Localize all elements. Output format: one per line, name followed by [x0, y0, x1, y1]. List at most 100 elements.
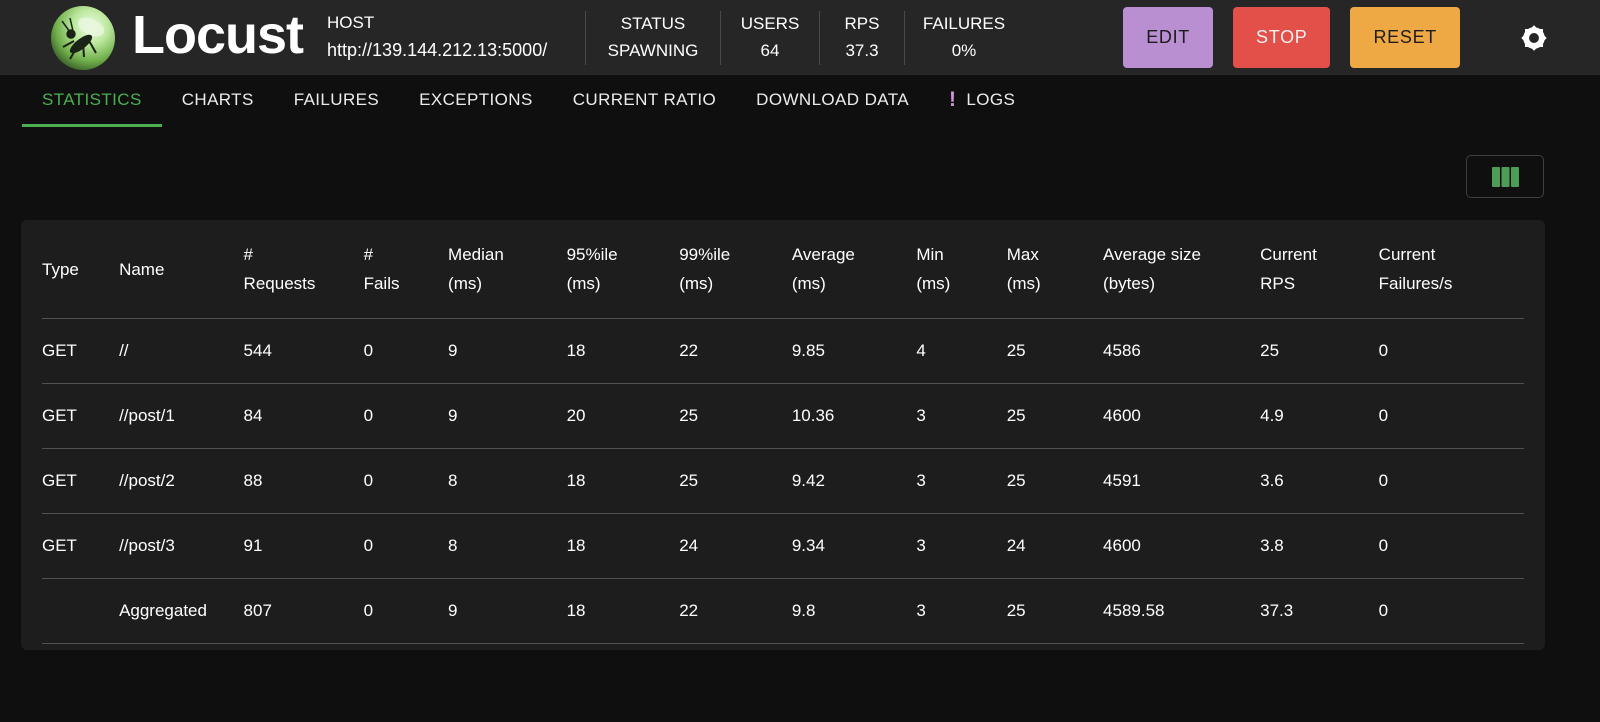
columns-icon	[1491, 166, 1519, 187]
tab-download-data[interactable]: DOWNLOAD DATA	[756, 89, 909, 109]
table-cell: GET	[42, 406, 77, 425]
status-label: STATUS	[620, 13, 686, 33]
table-cell: 4589.58	[1103, 601, 1165, 620]
table-cell: 4586	[1103, 341, 1141, 360]
table-cell: 0	[1378, 341, 1389, 360]
table-cell	[42, 579, 119, 644]
reset-button[interactable]: RESET	[1350, 7, 1460, 68]
column-header-p99[interactable]: 99%ile (ms)	[679, 245, 731, 293]
status-value: SPAWNING	[607, 41, 699, 60]
table-cell: 0	[1378, 471, 1389, 490]
column-header-p95[interactable]: 95%ile (ms)	[566, 245, 618, 293]
table-cell: 9.85	[791, 341, 825, 360]
table-cell: 25	[1006, 601, 1026, 620]
stop-button[interactable]: STOP	[1233, 7, 1331, 68]
table-cell: 8	[448, 471, 458, 490]
table-cell: 25	[679, 406, 699, 425]
tab-bar: STATISTICS CHARTS FAILURES EXCEPTIONS CU…	[0, 75, 1600, 127]
column-header-min[interactable]: Min (ms)	[916, 245, 951, 293]
status-stat: STATUS SPAWNING	[592, 14, 714, 62]
tab-charts[interactable]: CHARTS	[181, 89, 254, 109]
rps-value: 37.3	[845, 41, 879, 60]
failures-stat: FAILURES 0%	[911, 14, 1017, 62]
table-cell: Aggregated	[119, 601, 207, 620]
header-divider	[904, 10, 906, 65]
locust-logo-icon	[51, 5, 115, 70]
table-cell: //	[119, 341, 129, 360]
header-divider	[585, 10, 587, 65]
table-cell: 9.42	[791, 471, 825, 490]
table-cell: GET	[42, 471, 77, 490]
failures-value: 0%	[951, 41, 977, 60]
table-row: Aggregated 807 0 9 18 22 9.8 3 25 4589.58 37.3 0	[42, 579, 1524, 644]
column-header-fails[interactable]: # Fails	[363, 245, 400, 293]
column-header-requests[interactable]: # Requests	[243, 245, 316, 293]
settings-gear-icon[interactable]	[1516, 20, 1552, 56]
table-cell: 22	[679, 341, 699, 360]
rps-label: RPS	[844, 13, 880, 33]
edit-button[interactable]: EDIT	[1123, 7, 1213, 68]
table-cell: 0	[363, 471, 374, 490]
table-cell: 9.34	[791, 536, 825, 555]
column-header-median[interactable]: Median (ms)	[448, 245, 504, 293]
table-cell: 9	[448, 341, 458, 360]
rps-stat: RPS 37.3	[826, 14, 898, 62]
table-cell: 4591	[1103, 471, 1141, 490]
table-cell: 8	[448, 536, 458, 555]
failures-label: FAILURES	[922, 13, 1006, 33]
column-header-average-size[interactable]: Average size (bytes)	[1103, 245, 1202, 293]
header-divider	[720, 10, 722, 65]
locust-logo	[50, 5, 116, 71]
column-selector-button[interactable]	[1466, 155, 1544, 198]
users-value: 64	[760, 41, 780, 60]
table-cell: 24	[679, 536, 699, 555]
column-header-type[interactable]: Type	[42, 259, 79, 279]
column-header-current-failures[interactable]: Current Failures/s	[1378, 245, 1453, 293]
table-row: GET //post/1 84 0 9 20 25 10.36 3 25 4600 4.9 0	[42, 384, 1524, 449]
statistics-table-card: Type Name # Requests # Fails Median (ms) 95%ile(…	[21, 220, 1545, 650]
table-cell: 0	[363, 406, 374, 425]
table-cell: 0	[363, 536, 374, 555]
column-header-average[interactable]: Average (ms)	[791, 245, 855, 293]
users-stat: USERS 64	[727, 14, 813, 62]
column-header-current-rps[interactable]: Current RPS	[1260, 245, 1317, 293]
table-cell: 3	[916, 536, 926, 555]
table-cell: 25	[1260, 341, 1280, 360]
tab-logs[interactable]: ! LOGS	[929, 75, 1035, 127]
table-toolbar	[0, 155, 1600, 198]
column-header-name[interactable]: Name	[119, 259, 165, 279]
table-cell: 4600	[1103, 536, 1141, 555]
table-cell: 0	[1378, 601, 1389, 620]
table-cell: //post/3	[119, 536, 175, 555]
table-cell: 0	[1378, 406, 1389, 425]
table-cell: 4.9	[1260, 406, 1284, 425]
table-cell: 18	[566, 341, 586, 360]
table-row: GET //post/2 88 0 8 18 25 9.42 3 25 4591 3.6 0	[42, 449, 1524, 514]
table-cell: GET	[42, 536, 77, 555]
tab-exceptions[interactable]: EXCEPTIONS	[419, 89, 533, 109]
table-cell: 10.36	[791, 406, 835, 425]
table-cell: 807	[243, 601, 272, 620]
table-cell: 9.8	[791, 601, 816, 620]
table-cell: 91	[243, 536, 263, 555]
host-stat: HOST http://139.144.212.13:5000/	[327, 13, 579, 62]
table-cell: 0	[363, 601, 374, 620]
table-cell: 0	[363, 341, 374, 360]
brand-title: Locust	[132, 4, 304, 65]
table-cell: 9	[448, 601, 458, 620]
table-row: GET // 544 0 9 18 22 9.85 4 25 4586 25 0	[42, 319, 1524, 384]
users-label: USERS	[740, 13, 800, 33]
tab-statistics[interactable]: STATISTICS	[22, 75, 162, 127]
table-cell: 3	[916, 601, 926, 620]
column-header-max[interactable]: Max (ms)	[1006, 245, 1041, 293]
tab-logs-label: LOGS	[966, 89, 1016, 109]
table-cell: //post/2	[119, 471, 175, 490]
tab-failures[interactable]: FAILURES	[293, 89, 380, 109]
table-cell: 3	[916, 406, 926, 425]
table-cell: 3	[916, 471, 926, 490]
statistics-table: Type Name # Requests # Fails Median (ms) 95%ile(…	[42, 220, 1524, 644]
table-cell: 25	[1006, 406, 1026, 425]
table-cell: 4600	[1103, 406, 1141, 425]
tab-current-ratio[interactable]: CURRENT RATIO	[572, 89, 717, 109]
table-row: GET //post/3 91 0 8 18 24 9.34 3 24 4600 3.8 0	[42, 514, 1524, 579]
